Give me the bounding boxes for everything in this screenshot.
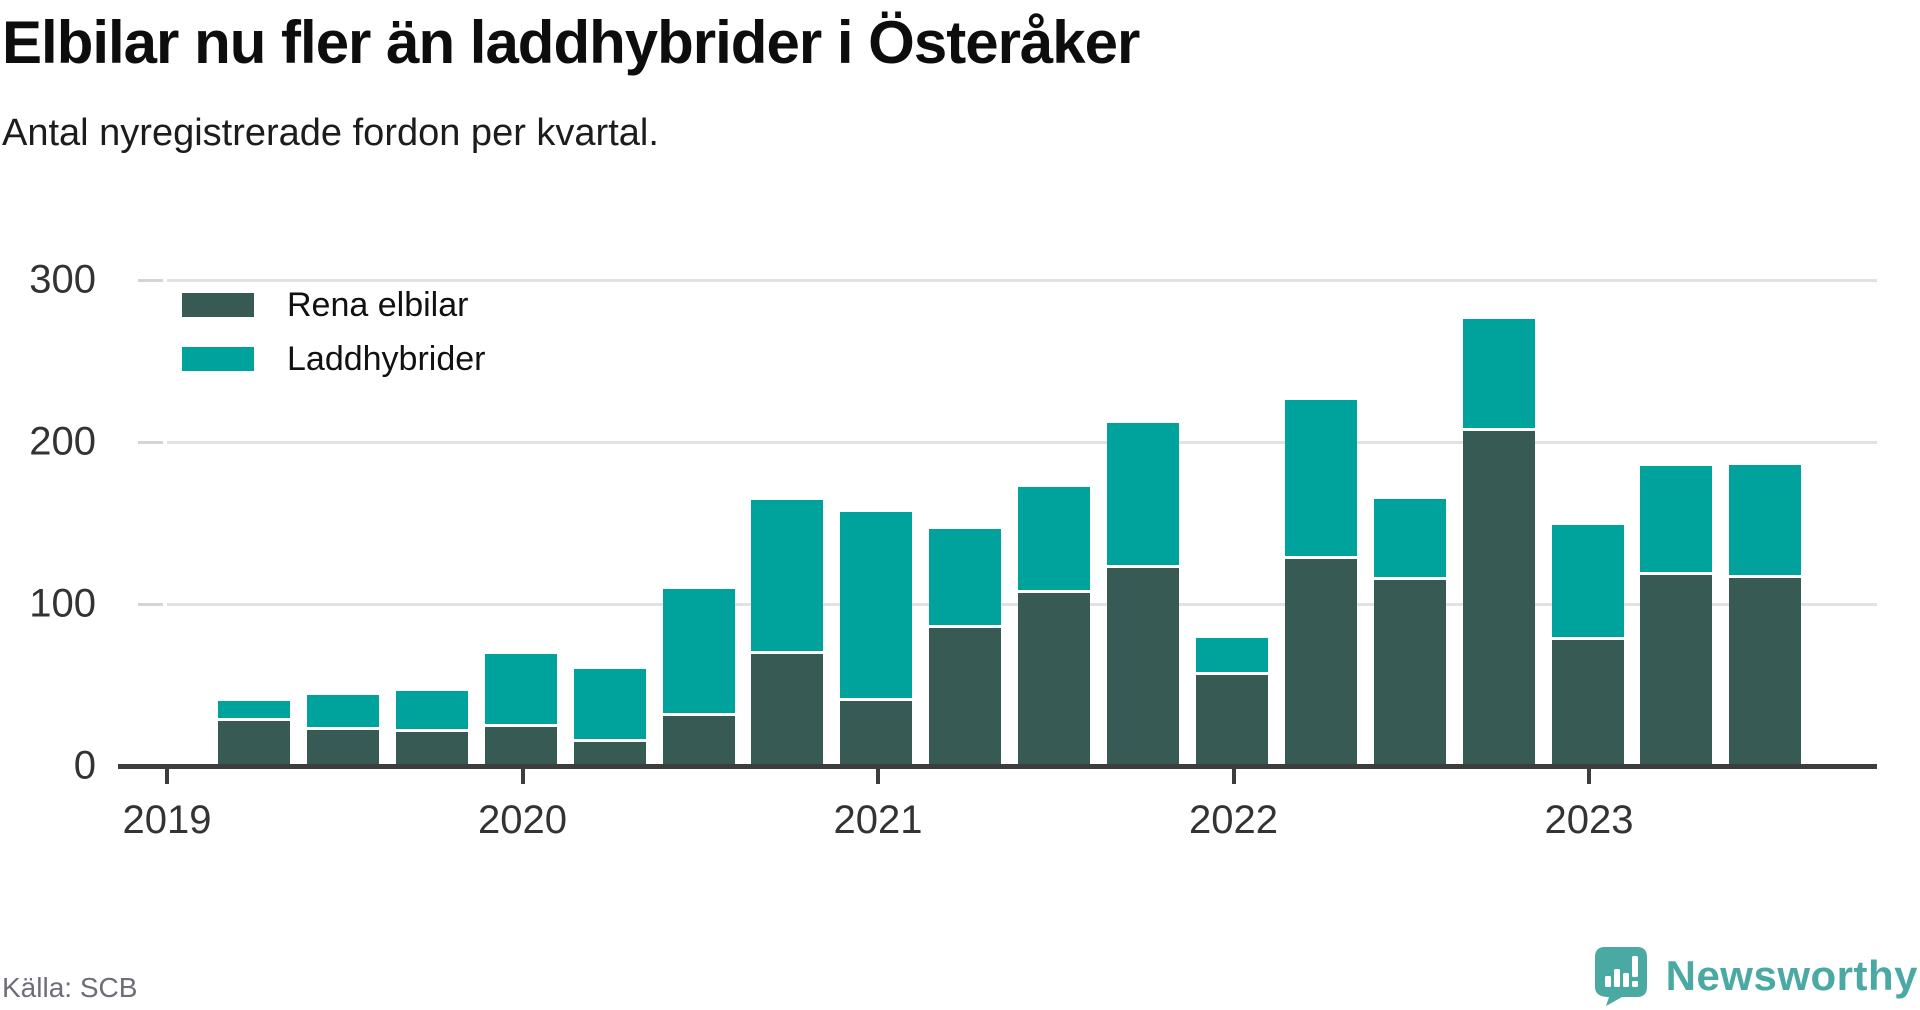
brand-name: Newsworthy: [1665, 952, 1918, 999]
bar-laddhybrider-2023-Q1: [1640, 466, 1712, 572]
gridline-200: [167, 441, 1877, 444]
bar-laddhybrider-2021-Q2: [1018, 487, 1090, 590]
brand-logo: Newsworthy: [1594, 946, 1918, 1006]
x-axis-line: [118, 764, 1877, 769]
bar-laddhybrider-2020-Q4: [840, 512, 912, 698]
bar-elbilar-2021-Q1: [929, 628, 1001, 766]
bar-laddhybrider-2021-Q4: [1196, 638, 1268, 672]
bar-elbilar-2021-Q3: [1107, 568, 1179, 766]
bar-elbilar-2022-Q2: [1374, 580, 1446, 766]
chart-title: Elbilar nu fler än laddhybrider i Österå…: [2, 9, 1140, 76]
x-axis-tick-2020: [520, 769, 525, 784]
legend-label-elbilar: Rena elbilar: [287, 285, 469, 324]
bar-laddhybrider-2020-Q3: [751, 500, 823, 651]
bar-elbilar-2022-Q1: [1285, 559, 1357, 766]
gridline-300: [167, 279, 1877, 282]
bar-elbilar-2019-Q3: [396, 732, 468, 766]
bar-laddhybrider-2019-Q1: [218, 701, 290, 718]
x-axis-label-2021: 2021: [833, 798, 923, 842]
legend-swatch-laddhybrider: [182, 347, 254, 371]
bar-elbilar-2022-Q3: [1463, 431, 1535, 766]
bar-elbilar-2021-Q4: [1196, 675, 1268, 766]
bar-elbilar-2020-Q4: [840, 701, 912, 766]
y-axis-tick: [138, 279, 163, 282]
chart-subtitle: Antal nyregistrerade fordon per kvartal.: [2, 112, 659, 154]
bar-elbilar-2020-Q2: [663, 716, 735, 766]
legend-item-laddhybrider: Laddhybrider: [182, 340, 485, 378]
bar-laddhybrider-2020-Q1: [574, 669, 646, 739]
bar-laddhybrider-2021-Q3: [1107, 423, 1179, 565]
x-axis-tick-2021: [876, 769, 880, 784]
y-axis-label-300: 300: [29, 257, 96, 302]
y-axis-tick: [138, 603, 163, 606]
bar-laddhybrider-2022-Q2: [1374, 499, 1446, 577]
x-axis-tick-2022: [1231, 769, 1236, 784]
bar-elbilar-2019-Q2: [307, 730, 379, 766]
legend-label-laddhybrider: Laddhybrider: [287, 339, 486, 378]
bar-elbilar-2022-Q4: [1552, 640, 1624, 766]
y-axis-label-200: 200: [29, 419, 96, 464]
x-axis-tick-2019: [165, 769, 169, 784]
bar-elbilar-2023-Q2: [1729, 578, 1801, 766]
bar-laddhybrider-2019-Q4: [485, 654, 557, 724]
legend-item-elbilar: Rena elbilar: [182, 286, 485, 324]
y-axis-label-100: 100: [29, 581, 96, 626]
source-credit: Källa: SCB: [2, 972, 138, 1003]
bar-elbilar-2020-Q1: [574, 742, 646, 766]
bar-laddhybrider-2019-Q2: [307, 695, 379, 727]
y-axis-tick: [138, 441, 163, 444]
bar-laddhybrider-2021-Q1: [929, 529, 1001, 625]
bar-laddhybrider-2023-Q2: [1729, 465, 1801, 575]
bar-elbilar-2021-Q2: [1018, 593, 1090, 766]
x-axis-label-2022: 2022: [1189, 798, 1278, 842]
bar-elbilar-2019-Q1: [218, 721, 290, 766]
newsworthy-icon: [1594, 947, 1647, 1006]
bar-laddhybrider-2022-Q4: [1552, 525, 1624, 637]
bar-elbilar-2023-Q1: [1640, 575, 1712, 766]
bar-laddhybrider-2022-Q1: [1285, 400, 1357, 556]
x-axis-label-2020: 2020: [478, 798, 567, 842]
x-axis-tick-2023: [1587, 769, 1591, 784]
y-axis-label-0: 0: [73, 743, 96, 788]
bar-laddhybrider-2022-Q3: [1463, 319, 1535, 428]
bar-elbilar-2020-Q3: [751, 654, 823, 766]
x-axis-label-2019: 2019: [122, 798, 212, 842]
bar-laddhybrider-2019-Q3: [396, 691, 468, 729]
bar-laddhybrider-2020-Q2: [663, 589, 735, 713]
x-axis-label-2023: 2023: [1544, 798, 1634, 842]
legend-swatch-elbilar: [182, 293, 254, 317]
bar-elbilar-2019-Q4: [485, 727, 557, 766]
legend: Rena elbilar Laddhybrider: [182, 286, 485, 401]
